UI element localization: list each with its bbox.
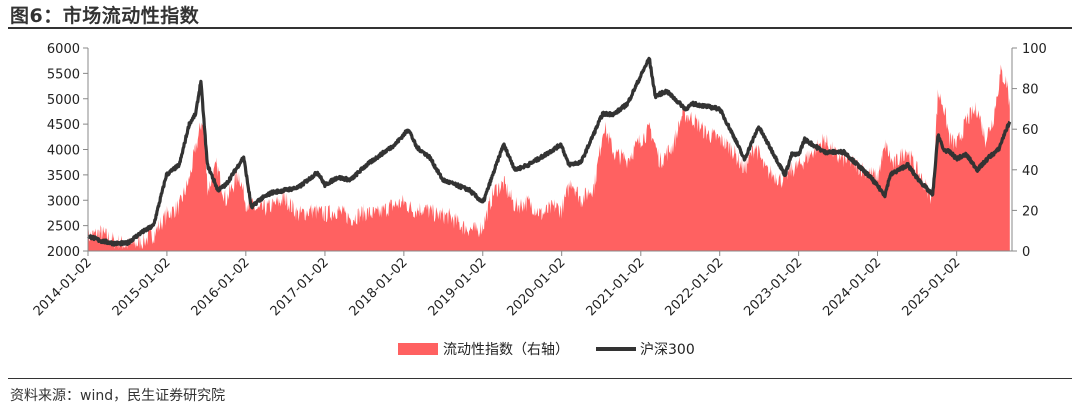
y-left-tick-label: 4500 [47, 118, 80, 133]
y-left-tick-label: 3000 [47, 194, 80, 209]
y-left-tick-label: 4000 [47, 144, 80, 159]
title-rule [8, 27, 1072, 29]
liquidity-area [88, 64, 1010, 251]
x-tick-label: 2020-01-02 [504, 255, 568, 319]
x-tick-label: 2022-01-02 [663, 255, 727, 319]
x-tick-label: 2017-01-02 [268, 255, 332, 319]
x-tick-label: 2024-01-02 [820, 255, 884, 319]
x-tick-label: 2019-01-02 [426, 255, 490, 319]
x-tick-label: 2014-01-02 [31, 255, 95, 319]
y-right-tick-label: 60 [1022, 123, 1039, 138]
y-right-tick-label: 40 [1022, 164, 1039, 179]
source-note: 资料来源：wind，民生证券研究院 [10, 388, 226, 404]
x-tick-label: 2025-01-02 [899, 255, 963, 319]
x-tick-label: 2021-01-02 [584, 255, 648, 319]
y-left-tick-label: 2500 [47, 220, 80, 235]
x-tick-label: 2016-01-02 [189, 255, 253, 319]
legend-swatch-liquidity [398, 343, 438, 355]
y-left-tick-label: 5500 [47, 67, 80, 82]
y-right-tick-label: 80 [1022, 83, 1039, 98]
liquidity-chart: 2000 2500 3000 3500 4000 4500 5000 5500 6000 0 20 4… [31, 42, 1047, 358]
liquidity-area-layer [88, 64, 1010, 251]
y-right-tick-label: 0 [1022, 245, 1030, 260]
legend-label-hs300: 沪深300 [640, 342, 695, 358]
y-left-tick-label: 3500 [47, 169, 80, 184]
y-right-tick-label: 20 [1022, 204, 1039, 219]
x-tick-label: 2018-01-02 [347, 255, 411, 319]
y-left-tick-label: 2000 [47, 245, 80, 260]
x-tick-label: 2015-01-02 [110, 255, 174, 319]
hs300-line [86, 56, 1012, 247]
y-left-tick-label: 6000 [47, 42, 80, 57]
legend: 流动性指数（右轴） 沪深300 [398, 342, 695, 358]
y-right-tick-label: 100 [1022, 42, 1047, 57]
y-left-tick-label: 5000 [47, 93, 80, 108]
legend-label-liquidity: 流动性指数（右轴） [443, 342, 569, 358]
source-rule [8, 378, 1072, 379]
x-tick-label: 2023-01-02 [741, 255, 805, 319]
figure-title: 图6：市场流动性指数 [10, 5, 200, 27]
hs300-line-layer [86, 56, 1012, 247]
